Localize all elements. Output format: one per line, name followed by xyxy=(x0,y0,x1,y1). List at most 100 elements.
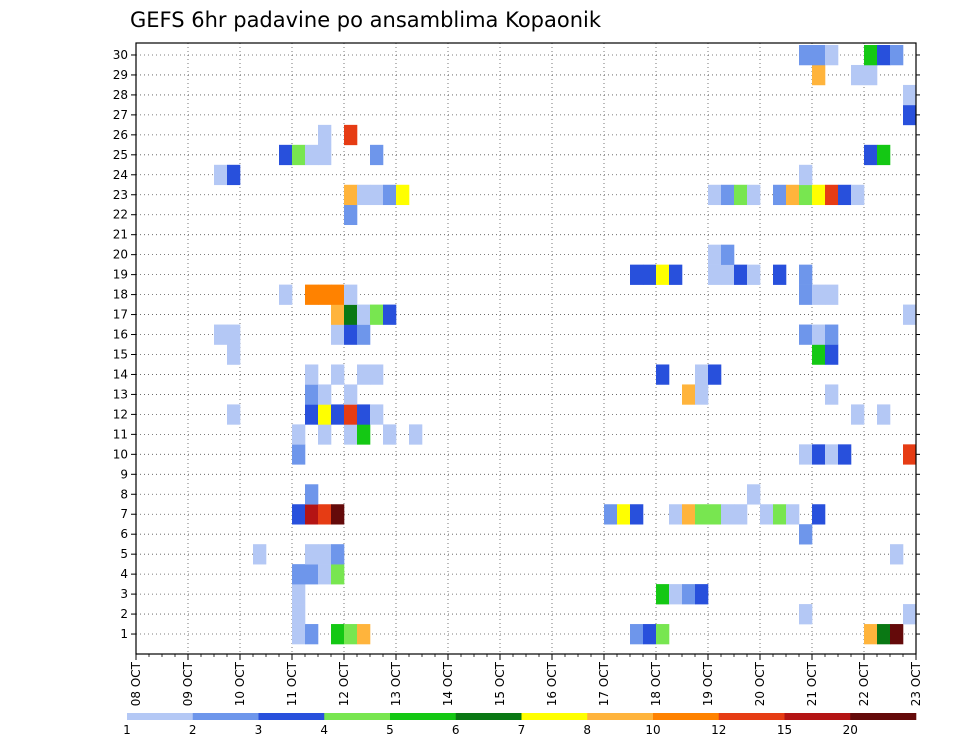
heatmap-cell xyxy=(305,504,319,525)
x-tick-label: 11 OCT xyxy=(285,661,299,706)
heatmap-cell xyxy=(357,364,371,385)
colorbar-segment xyxy=(258,713,325,720)
y-tick-label: 21 xyxy=(113,228,128,242)
heatmap-cell xyxy=(903,304,917,325)
heatmap-cell xyxy=(292,564,306,585)
colorbar-segment xyxy=(653,713,720,720)
colorbar-tick-label: 2 xyxy=(189,723,197,737)
x-tick-label: 18 OCT xyxy=(649,661,663,706)
heatmap-cell xyxy=(851,64,865,86)
heatmap-cell xyxy=(747,184,761,206)
x-tick-label: 17 OCT xyxy=(597,661,611,706)
heatmap-cell xyxy=(630,264,644,285)
heatmap-cell xyxy=(825,444,839,465)
heatmap-cell xyxy=(344,204,358,226)
heatmap-cell xyxy=(305,564,319,585)
y-tick-label: 16 xyxy=(113,328,128,342)
colorbar-tick-label: 20 xyxy=(843,723,858,737)
heatmap-cell xyxy=(825,344,839,365)
chart-title: GEFS 6hr padavine po ansamblima Kopaonik xyxy=(130,8,602,32)
y-tick-label: 5 xyxy=(120,547,128,561)
y-tick-label: 13 xyxy=(113,387,128,401)
heatmap-cell xyxy=(695,504,709,525)
x-tick-label: 22 OCT xyxy=(857,661,871,706)
x-tick-label: 12 OCT xyxy=(337,661,351,706)
heatmap-cell xyxy=(864,144,878,166)
colorbar-segment xyxy=(587,713,654,720)
colorbar-segment xyxy=(192,713,259,720)
colorbar-segment xyxy=(521,713,588,720)
heatmap-cell xyxy=(318,384,332,405)
heatmap-cell xyxy=(682,384,696,405)
y-tick-label: 26 xyxy=(113,128,128,142)
heatmap-cell xyxy=(643,264,657,285)
heatmap-cell xyxy=(357,624,371,645)
colorbar-segment xyxy=(850,713,917,720)
colorbar-tick-label: 1 xyxy=(123,723,131,737)
heatmap-cell xyxy=(838,444,852,465)
heatmap-cell xyxy=(279,144,293,166)
heatmap-cell xyxy=(799,184,813,206)
heatmap-cell xyxy=(812,344,826,365)
heatmap-cell xyxy=(344,404,358,425)
heatmap-cell xyxy=(669,504,683,525)
colorbar-segment xyxy=(455,713,522,720)
heatmap-cell xyxy=(344,384,358,405)
heatmap-cell xyxy=(799,444,813,465)
heatmap-cell xyxy=(708,504,722,525)
heatmap-cell xyxy=(305,544,319,565)
heatmap-cell xyxy=(760,504,774,525)
heatmap-cells xyxy=(214,45,917,645)
x-tick-label: 20 OCT xyxy=(753,661,767,706)
colorbar: 1 2 3 4 5 6 7 8 10 12 15 20 xyxy=(123,713,917,737)
heatmap-cell xyxy=(292,444,306,465)
x-tick-label: 08 OCT xyxy=(129,661,143,706)
heatmap-cell xyxy=(318,504,332,525)
colorbar-tick-label: 10 xyxy=(645,723,660,737)
heatmap-cell xyxy=(825,324,839,345)
heatmap-cell xyxy=(773,264,787,285)
heatmap-cell xyxy=(344,124,358,146)
heatmap-cell xyxy=(812,504,826,525)
heatmap-cell xyxy=(357,404,371,425)
heatmap-cell xyxy=(825,184,839,206)
heatmap-cell xyxy=(305,364,319,385)
heatmap-cell xyxy=(734,504,748,525)
y-tick-label: 4 xyxy=(120,567,128,581)
heatmap-cell xyxy=(799,324,813,345)
heatmap-cell xyxy=(812,324,826,345)
heatmap-cell xyxy=(331,564,345,585)
heatmap-cell xyxy=(318,124,332,146)
heatmap-cell xyxy=(383,304,397,325)
y-tick-label: 8 xyxy=(120,487,128,501)
heatmap-cell xyxy=(630,624,644,645)
heatmap-cell xyxy=(305,404,319,425)
x-tick-label: 14 OCT xyxy=(441,661,455,706)
x-tick-label: 15 OCT xyxy=(493,661,507,706)
heatmap-cell xyxy=(708,184,722,206)
heatmap-cell xyxy=(708,264,722,285)
heatmap-cell xyxy=(877,624,891,645)
heatmap-cell xyxy=(903,104,917,126)
heatmap-cell xyxy=(331,284,345,305)
heatmap-cell xyxy=(786,184,800,206)
heatmap-cell xyxy=(305,384,319,405)
heatmap-cell xyxy=(305,484,319,505)
heatmap-cell xyxy=(344,324,358,345)
heatmap-cell xyxy=(838,184,852,206)
heatmap-cell xyxy=(708,364,722,385)
y-tick-label: 30 xyxy=(113,48,128,62)
heatmap-cell xyxy=(864,45,878,66)
heatmap-cell xyxy=(799,264,813,285)
colorbar-tick-label: 8 xyxy=(583,723,591,737)
x-tick-label: 16 OCT xyxy=(545,661,559,706)
heatmap-cell xyxy=(799,524,813,545)
x-tick-label: 10 OCT xyxy=(233,661,247,706)
heatmap-cell xyxy=(812,184,826,206)
heatmap-cell xyxy=(890,45,904,66)
heatmap-cell xyxy=(227,404,241,425)
heatmap-cell xyxy=(734,264,748,285)
heatmap-cell xyxy=(656,584,670,605)
heatmap-cell xyxy=(292,144,306,166)
